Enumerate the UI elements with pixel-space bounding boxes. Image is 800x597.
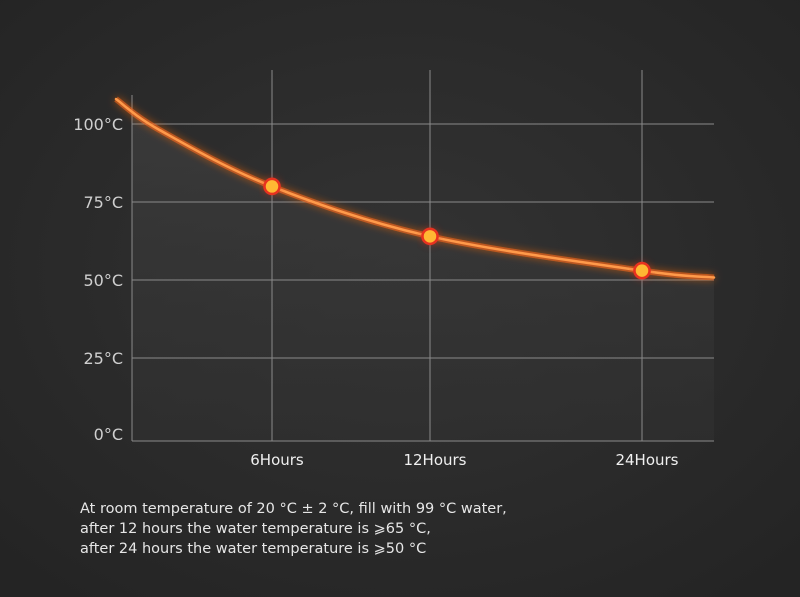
x-tick-label: 6Hours: [250, 451, 304, 469]
y-tick-label: 50°C: [83, 271, 123, 290]
grid: [131, 70, 714, 442]
x-tick-label: 12Hours: [403, 451, 466, 469]
caption-line-3: after 24 hours the water temperature is …: [80, 541, 427, 557]
y-tick-label: 100°C: [73, 115, 123, 134]
y-tick-label: 25°C: [83, 349, 123, 368]
area-under-curve: [132, 111, 714, 441]
data-point-12hours: [421, 227, 439, 246]
y-tick-label: 0°C: [94, 425, 123, 444]
caption-line-2: after 12 hours the water temperature is …: [80, 521, 431, 537]
x-tick-label: 24Hours: [615, 451, 678, 469]
caption: At room temperature of 20 °C ± 2 °C, fil…: [80, 499, 507, 559]
y-tick-label: 75°C: [83, 193, 123, 212]
caption-line-1: At room temperature of 20 °C ± 2 °C, fil…: [80, 501, 507, 517]
data-point-24hours: [633, 261, 651, 280]
data-point-6hours: [263, 177, 281, 196]
